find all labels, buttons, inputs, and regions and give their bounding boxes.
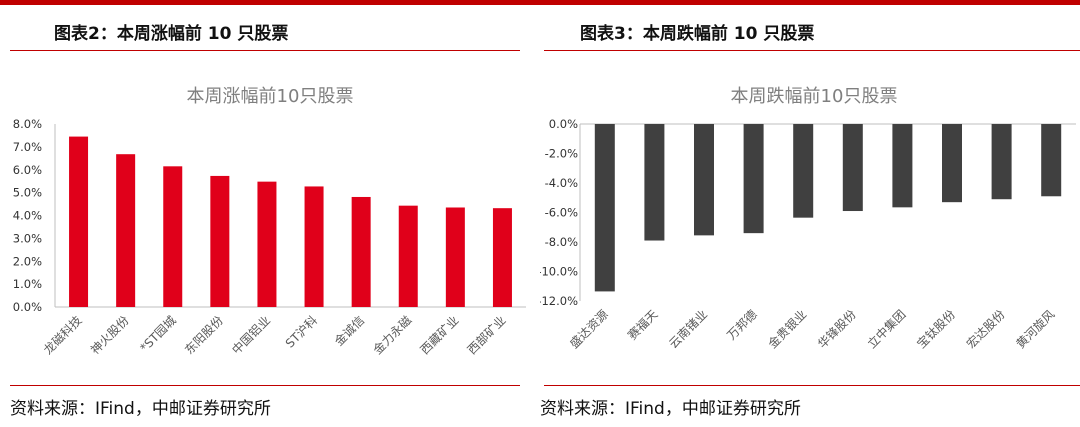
bar: [842, 124, 863, 212]
bar: [892, 124, 913, 208]
bar: [116, 154, 136, 307]
bar: [304, 186, 324, 307]
x-category-label: 金力永磁: [370, 313, 415, 358]
x-category-label: 神火股份: [88, 313, 132, 357]
chart-title: 本周涨幅前10只股票: [187, 86, 354, 107]
source-note: 资料来源：IFind，中邮证券研究所: [540, 399, 801, 419]
y-tick-label: -2.0%: [545, 147, 578, 161]
bar: [694, 124, 714, 236]
y-tick-label: 1.0%: [13, 277, 42, 291]
y-tick-label: 0.0%: [13, 300, 42, 314]
x-category-label: 东阳股份: [182, 313, 226, 357]
bar: [1041, 124, 1062, 197]
x-category-label: 立中集团: [864, 307, 909, 352]
top-red-rule: [0, 0, 1080, 5]
figure-panel-gainers: 图表2：本周涨幅前 10 只股票 本周涨幅前10只股票 0.0% 1.0% 2.0% 3…: [0, 5, 540, 427]
gainers-bar-chart: 本周涨幅前10只股票 0.0% 1.0% 2.0% 3.0% 4.0% 5.0% 6.0% 7.…: [13, 86, 526, 358]
bar: [351, 196, 371, 307]
x-category-label: 龙磁科技: [40, 313, 85, 358]
y-tick-label: 8.0%: [13, 117, 42, 131]
y-tick-label: -12.0%: [540, 294, 578, 308]
bar: [163, 166, 183, 307]
bar: [69, 136, 89, 307]
source-divider: [544, 385, 1080, 386]
y-tick-label: 6.0%: [13, 163, 42, 177]
x-category-label: 金诚信: [331, 313, 367, 349]
bar: [210, 175, 230, 307]
y-tick-label: -10.0%: [540, 265, 578, 279]
x-category-label: 万邦德: [724, 307, 760, 343]
figure-title: 图表2：本周涨幅前 10 只股票: [54, 24, 289, 44]
y-tick-label: -8.0%: [545, 235, 578, 249]
source-divider: [10, 385, 520, 386]
bar: [793, 124, 814, 218]
y-tick-label: 7.0%: [13, 140, 42, 154]
y-tick-label: 4.0%: [13, 209, 42, 223]
x-category-label: 盛达资源: [566, 307, 611, 352]
x-category-label: 宝钛股份: [914, 307, 959, 352]
y-tick-label: 3.0%: [13, 231, 42, 245]
bar: [644, 124, 665, 241]
x-category-label: 金贵银业: [765, 307, 810, 352]
x-category-label: 宏达股份: [963, 307, 1008, 352]
bar: [991, 124, 1012, 200]
x-category-label: 赛福天: [624, 307, 660, 343]
bar: [398, 205, 418, 307]
y-tick-label: 2.0%: [13, 254, 42, 268]
x-category-label: 西部矿业: [464, 313, 509, 358]
bar: [594, 124, 615, 292]
source-note: 资料来源：IFind，中邮证券研究所: [10, 399, 271, 419]
bar: [743, 124, 764, 234]
y-tick-label: 5.0%: [13, 186, 42, 200]
chart-title: 本周跌幅前10只股票: [731, 86, 898, 107]
y-tick-label: -4.0%: [545, 176, 578, 190]
bar: [942, 124, 962, 203]
bar: [445, 207, 465, 307]
title-divider: [544, 50, 1080, 51]
figure-title: 图表3：本周跌幅前 10 只股票: [580, 24, 815, 44]
x-category-label: *ST园城: [137, 313, 179, 355]
x-category-label: 华锋股份: [815, 307, 859, 351]
y-tick-label: 0.0%: [549, 117, 578, 131]
x-category-label: 中国铝业: [229, 313, 274, 358]
bar: [257, 181, 277, 307]
bar: [492, 208, 512, 307]
x-category-label: ST沪科: [283, 313, 320, 350]
title-divider: [10, 50, 520, 51]
x-category-label: 云南锗业: [666, 307, 711, 352]
x-category-label: 黄河旋风: [1013, 307, 1057, 351]
losers-bar-chart: 本周跌幅前10只股票 -12.0% -10.0% -8.0% -6.0% -4.0% -2.…: [540, 86, 1076, 352]
y-tick-label: -6.0%: [545, 206, 578, 220]
x-category-label: 西藏矿业: [418, 313, 462, 357]
figure-panel-losers: 图表3：本周跌幅前 10 只股票 本周跌幅前10只股票 -12.0% -10.0% -…: [540, 5, 1080, 427]
